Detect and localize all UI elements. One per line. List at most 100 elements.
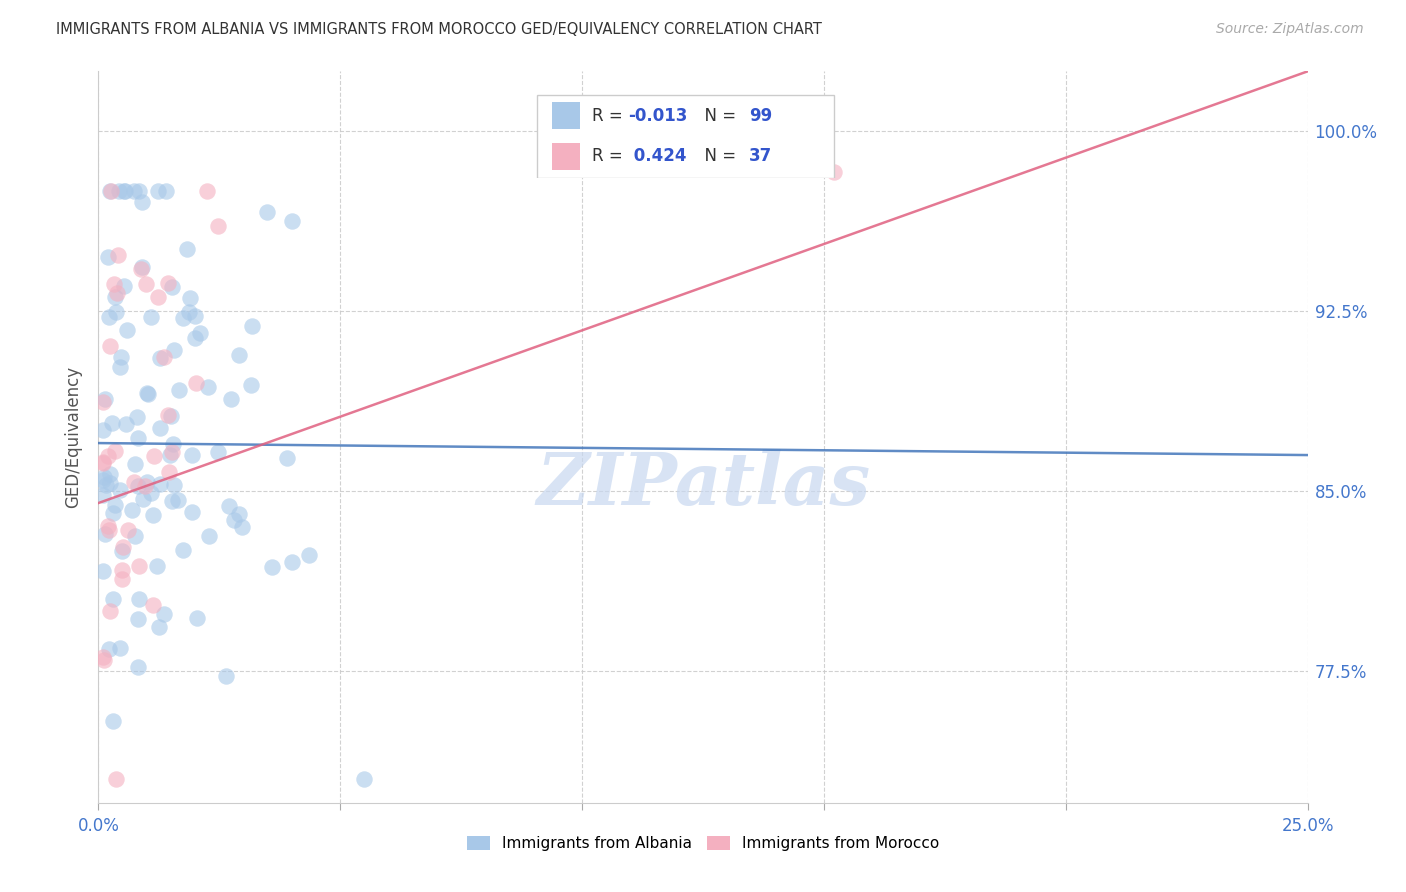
Point	[112, 184, 135, 198]
Point	[157, 466, 180, 480]
Point	[100, 475, 122, 490]
Point	[188, 326, 211, 341]
Point	[145, 559, 167, 574]
Text: -0.013: -0.013	[628, 107, 688, 125]
Point	[91, 488, 114, 502]
Point	[163, 478, 186, 492]
Point	[160, 409, 183, 424]
Point	[91, 423, 114, 437]
Point	[215, 669, 238, 683]
Point	[172, 311, 194, 326]
Point	[91, 473, 114, 487]
Point	[823, 165, 845, 179]
Text: 0.424: 0.424	[628, 147, 686, 165]
Point	[197, 380, 219, 394]
Point	[94, 392, 117, 406]
Point	[195, 184, 218, 198]
Point	[142, 508, 165, 522]
Point	[224, 513, 246, 527]
Point	[128, 558, 150, 573]
Point	[103, 714, 125, 728]
Point	[153, 607, 176, 621]
Point	[240, 378, 263, 392]
Point	[231, 520, 253, 534]
Point	[111, 572, 134, 586]
Point	[276, 451, 298, 466]
Point	[139, 310, 162, 324]
Point	[110, 641, 132, 656]
Point	[157, 276, 180, 290]
Text: N =: N =	[695, 107, 742, 125]
Point	[142, 598, 165, 612]
Point	[104, 290, 127, 304]
Point	[128, 184, 150, 198]
Point	[149, 476, 172, 491]
Point	[98, 310, 121, 324]
Point	[98, 523, 121, 537]
Point	[149, 351, 172, 366]
Bar	[553, 143, 579, 169]
Legend: Immigrants from Albania, Immigrants from Morocco: Immigrants from Albania, Immigrants from…	[461, 830, 945, 857]
Point	[179, 291, 201, 305]
Point	[148, 290, 170, 304]
Point	[124, 457, 146, 471]
Point	[162, 445, 184, 459]
Point	[156, 409, 179, 423]
Point	[172, 543, 194, 558]
Point	[162, 494, 184, 508]
Point	[98, 467, 121, 481]
Point	[167, 383, 190, 397]
Point	[100, 417, 122, 431]
Point	[186, 611, 208, 625]
Point	[104, 443, 127, 458]
Point	[111, 540, 134, 554]
Point	[114, 184, 136, 198]
Point	[97, 449, 120, 463]
Point	[98, 339, 121, 353]
Point	[181, 448, 204, 462]
Point	[136, 386, 159, 401]
Point	[107, 247, 129, 261]
Point	[219, 392, 242, 406]
Point	[110, 563, 132, 577]
Point	[198, 529, 221, 543]
Point	[179, 304, 201, 318]
Point	[91, 649, 114, 664]
Point	[228, 507, 250, 521]
Point	[127, 431, 149, 445]
Point	[127, 410, 149, 425]
Point	[110, 351, 132, 365]
Point	[167, 492, 190, 507]
Point	[184, 331, 207, 345]
Point	[96, 477, 118, 491]
Point	[94, 527, 117, 541]
Point	[143, 449, 166, 463]
Point	[228, 348, 250, 362]
Point	[131, 260, 153, 274]
Point	[110, 483, 132, 498]
Point	[136, 475, 159, 489]
Point	[136, 387, 159, 401]
Point	[163, 343, 186, 357]
Point	[127, 660, 149, 674]
Text: 99: 99	[749, 107, 772, 125]
Point	[103, 277, 125, 291]
Point	[184, 309, 207, 323]
Point	[128, 612, 150, 626]
Point	[117, 523, 139, 537]
Point	[111, 543, 134, 558]
Point	[104, 772, 127, 786]
Point	[108, 359, 131, 374]
Text: IMMIGRANTS FROM ALBANIA VS IMMIGRANTS FROM MOROCCO GED/EQUIVALENCY CORRELATION C: IMMIGRANTS FROM ALBANIA VS IMMIGRANTS FR…	[56, 22, 823, 37]
Point	[103, 506, 125, 520]
Point	[218, 500, 240, 514]
Point	[104, 498, 127, 512]
Point	[146, 184, 169, 198]
Point	[207, 445, 229, 459]
FancyBboxPatch shape	[537, 95, 834, 178]
Point	[115, 417, 138, 432]
Point	[256, 205, 278, 219]
Point	[184, 376, 207, 391]
Point	[262, 560, 284, 574]
Point	[124, 475, 146, 489]
